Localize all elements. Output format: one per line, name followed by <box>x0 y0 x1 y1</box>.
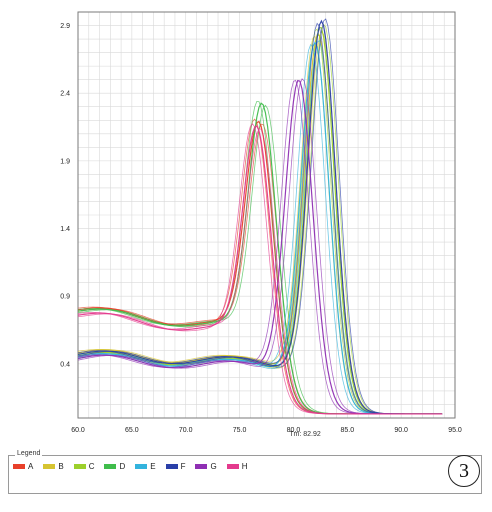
y-tick-label: 2.4 <box>60 91 70 98</box>
legend-item: G <box>195 462 217 471</box>
y-tick-label: 0.4 <box>60 361 70 368</box>
x-tick-label: 60.0 <box>71 427 85 434</box>
legend-title: Legend <box>15 450 43 457</box>
legend-item: B <box>43 462 64 471</box>
legend-swatch <box>226 464 239 469</box>
legend-label: H <box>241 462 248 471</box>
plot-frame <box>77 11 456 419</box>
y-tick-label: 0.9 <box>60 294 70 301</box>
y-tick-label: 2.9 <box>60 23 70 30</box>
melt-curve-chart: 60.0 65.0 70.0 75.0 80.0 85.0 90.0 95.0 0.4 0.9 1… <box>60 11 462 438</box>
y-tick-label: 1.4 <box>60 226 70 233</box>
legend-item: E <box>135 462 156 471</box>
series-line-F <box>77 18 443 415</box>
x-tick-label: 70.0 <box>179 427 193 434</box>
y-tick-label: 1.9 <box>60 158 70 165</box>
legend-swatch <box>73 464 86 469</box>
figure-number-badge: 3 <box>448 455 480 487</box>
legend-swatch <box>43 464 56 469</box>
x-tick-label: 65.0 <box>125 427 139 434</box>
legend-label: E <box>150 462 156 471</box>
x-tick-label: 75.0 <box>233 427 247 434</box>
legend-swatch <box>195 464 208 469</box>
legend-item: D <box>104 462 125 471</box>
legend-label: A <box>28 462 34 471</box>
x-tick-label: 80.0 <box>287 427 301 434</box>
series-line-H <box>77 128 443 415</box>
x-tick-label: 85.0 <box>340 427 354 434</box>
legend-label: G <box>210 462 217 471</box>
legend-item: A <box>13 462 33 471</box>
legend-item: H <box>226 462 248 471</box>
legend-label: B <box>58 462 64 471</box>
legend-label: D <box>119 462 126 471</box>
legend-item: C <box>73 462 95 471</box>
series-group <box>77 18 443 415</box>
legend-swatch <box>165 464 178 469</box>
x-axis: 60.0 65.0 70.0 75.0 80.0 85.0 90.0 95.0 <box>71 427 462 434</box>
x-tick-label: 95.0 <box>448 427 462 434</box>
tm-annotation: Tm: 82.92 <box>289 431 321 438</box>
legend-label: C <box>88 462 95 471</box>
x-tick-label: 90.0 <box>394 427 408 434</box>
legend: Legend A B C D E F G H <box>8 450 482 494</box>
legend-swatch <box>104 464 117 469</box>
legend-swatch <box>13 464 25 469</box>
legend-label: F <box>180 462 186 471</box>
legend-item: F <box>165 462 186 471</box>
legend-swatch <box>135 464 148 469</box>
y-axis: 0.4 0.9 1.4 1.9 2.4 2.9 <box>60 23 70 368</box>
legend-items: A B C D E F G H <box>13 462 248 471</box>
